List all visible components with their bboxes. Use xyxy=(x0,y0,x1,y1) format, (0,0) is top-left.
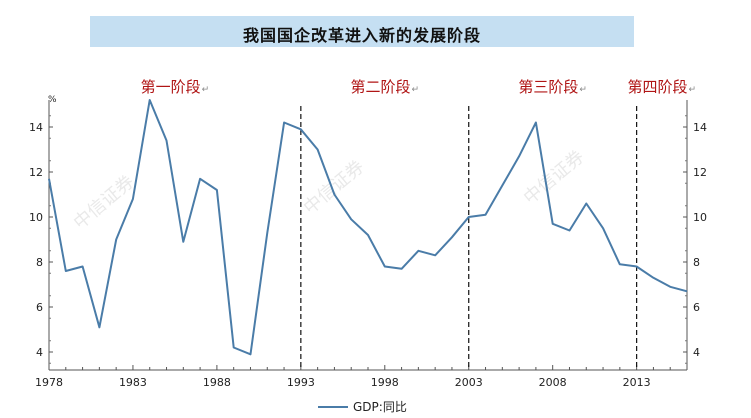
left-y-tick-label-8: 8 xyxy=(36,256,43,269)
legend-label: GDP:同比 xyxy=(353,400,407,414)
watermark-1: 中信证券 xyxy=(70,171,139,233)
legend: GDP:同比 xyxy=(318,400,407,414)
right-y-tick-label-4: 4 xyxy=(693,346,700,359)
right-y-tick-label-6: 6 xyxy=(693,301,700,314)
x-tick-label-2013: 2013 xyxy=(623,376,651,389)
x-tick-label-1988: 1988 xyxy=(203,376,231,389)
right-y-tick-label-14: 14 xyxy=(693,121,707,134)
stage-labels: 第一阶段↵ 第二阶段↵ 第三阶段↵ 第四阶段↵ xyxy=(141,78,696,96)
stage-label-3: 第三阶段↵ xyxy=(518,78,587,96)
stage-return-mark: ↵ xyxy=(412,85,420,95)
watermark-3: 中信证券 xyxy=(520,146,589,208)
y-unit-label: % xyxy=(48,95,57,105)
x-tick-label-1983: 1983 xyxy=(119,376,147,389)
right-y-tick-label-8: 8 xyxy=(693,256,700,269)
x-tick-label-2003: 2003 xyxy=(455,376,483,389)
series-layer xyxy=(48,99,688,356)
stage-return-mark: ↵ xyxy=(689,85,697,95)
watermark-2: 中信证券 xyxy=(300,156,369,218)
stage-dividers xyxy=(300,106,638,370)
axes: % 4 4 6 6 8 8 10 10 12 12 14 14 1978 1983 1988 1993 1998 2… xyxy=(29,95,707,389)
left-y-tick-label-6: 6 xyxy=(36,301,43,314)
right-y-tick-label-12: 12 xyxy=(693,166,707,179)
x-tick-label-2008: 2008 xyxy=(539,376,567,389)
title-bar: 我国国企改革进入新的发展阶段 xyxy=(90,16,634,47)
x-tick-label-1998: 1998 xyxy=(371,376,399,389)
stage-return-mark: ↵ xyxy=(202,85,210,95)
left-y-tick-label-14: 14 xyxy=(29,121,43,134)
stage-label-4: 第四阶段↵ xyxy=(628,78,697,96)
chart-title: 我国国企改革进入新的发展阶段 xyxy=(242,26,481,45)
x-tick-label-1993: 1993 xyxy=(287,376,315,389)
left-y-tick-label-4: 4 xyxy=(36,346,43,359)
stage-return-mark: ↵ xyxy=(579,85,587,95)
x-tick-label-1978: 1978 xyxy=(35,376,63,389)
left-y-tick-label-12: 12 xyxy=(29,166,43,179)
watermarks: 中信证券 中信证券 中信证券 xyxy=(70,146,589,233)
stage-label-1: 第一阶段↵ xyxy=(141,78,210,96)
stage-label-2: 第二阶段↵ xyxy=(351,78,420,96)
right-y-tick-label-10: 10 xyxy=(693,211,707,224)
left-y-tick-label-10: 10 xyxy=(29,211,43,224)
series-line-gdp xyxy=(48,99,688,356)
